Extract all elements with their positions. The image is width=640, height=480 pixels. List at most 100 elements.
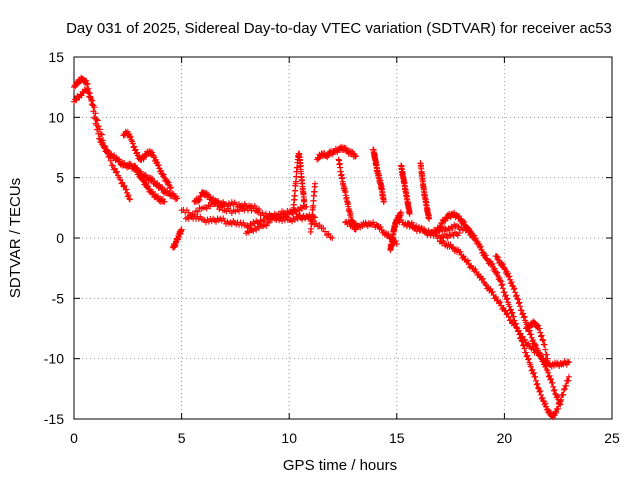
data-point — [114, 168, 121, 175]
data-point — [564, 358, 571, 365]
data-point — [72, 96, 79, 103]
data-point — [83, 77, 90, 84]
data-point — [489, 260, 496, 267]
data-point — [329, 235, 336, 241]
data-point — [494, 254, 501, 261]
y-tick-label: -10 — [44, 351, 64, 367]
data-point — [501, 289, 508, 296]
series-spike-4 — [387, 209, 405, 254]
data-point — [303, 203, 310, 210]
data-point — [129, 140, 136, 147]
data-point — [511, 285, 518, 292]
data-point — [89, 97, 96, 104]
data-points — [71, 74, 572, 421]
data-point — [84, 89, 91, 96]
data-point — [486, 258, 493, 265]
x-tick-label: 20 — [497, 430, 513, 446]
data-point — [479, 275, 486, 282]
data-point — [518, 334, 525, 341]
y-ticks: -15 -10 -5 0 5 10 15 — [44, 49, 612, 427]
data-point — [503, 296, 510, 303]
data-point — [544, 406, 551, 413]
data-point — [520, 310, 527, 317]
data-point — [102, 143, 109, 150]
data-point — [312, 214, 319, 221]
data-point — [493, 253, 500, 260]
data-point — [92, 110, 99, 117]
series-track-j — [314, 143, 359, 163]
data-point — [352, 152, 359, 159]
data-point — [120, 183, 127, 190]
data-point — [103, 148, 110, 155]
data-point — [530, 369, 537, 376]
data-point — [83, 80, 90, 87]
data-point — [140, 178, 147, 185]
data-point — [418, 225, 425, 232]
data-point — [482, 252, 489, 259]
data-point — [513, 292, 520, 299]
data-point — [489, 263, 496, 270]
y-tick-label: 15 — [48, 49, 64, 65]
data-point — [203, 205, 210, 212]
data-point — [313, 220, 320, 227]
data-point — [93, 116, 100, 123]
series-track-p — [436, 237, 572, 370]
data-point — [535, 384, 542, 391]
data-point — [553, 409, 560, 416]
data-point — [516, 299, 523, 306]
data-point — [513, 324, 520, 331]
data-point — [125, 192, 132, 199]
data-point — [497, 299, 504, 306]
data-point — [83, 86, 90, 93]
data-point — [534, 380, 541, 387]
data-point — [322, 228, 329, 235]
data-point — [178, 226, 185, 233]
series-track-l — [342, 218, 400, 248]
data-point — [87, 93, 94, 100]
data-point — [91, 104, 98, 111]
data-point — [469, 232, 476, 239]
data-point — [557, 401, 564, 408]
data-point — [464, 224, 471, 231]
data-point — [377, 224, 384, 231]
data-point — [205, 218, 212, 225]
data-point — [555, 400, 562, 407]
data-point — [437, 223, 444, 230]
data-point — [126, 196, 133, 203]
data-point — [461, 218, 468, 225]
data-point — [144, 183, 151, 190]
data-point — [95, 123, 102, 130]
data-point — [521, 313, 528, 320]
data-point — [147, 148, 154, 155]
data-point — [499, 281, 506, 288]
data-point — [515, 300, 522, 307]
data-point — [406, 210, 413, 217]
series-track-d — [131, 162, 168, 205]
data-point — [509, 309, 516, 316]
data-point — [533, 381, 540, 388]
data-point — [98, 131, 105, 138]
y-tick-label: -15 — [44, 411, 64, 427]
data-point — [256, 206, 263, 213]
data-point — [457, 248, 464, 255]
data-point — [539, 394, 546, 401]
data-point — [499, 285, 506, 292]
x-tick-label: 10 — [281, 430, 297, 446]
data-point — [277, 213, 284, 220]
series-spike-3 — [370, 146, 387, 205]
series-track-o — [432, 209, 572, 421]
data-point — [204, 192, 211, 199]
data-point — [551, 386, 558, 393]
data-point — [504, 310, 511, 317]
data-point — [207, 203, 214, 210]
x-tick-label: 25 — [604, 430, 620, 446]
data-point — [525, 355, 532, 362]
data-point — [73, 97, 80, 104]
data-point — [565, 377, 572, 384]
data-point — [472, 235, 479, 242]
data-point — [161, 198, 168, 205]
data-point — [517, 330, 524, 337]
data-point — [161, 174, 168, 181]
data-point — [563, 382, 570, 389]
data-point — [224, 203, 231, 210]
